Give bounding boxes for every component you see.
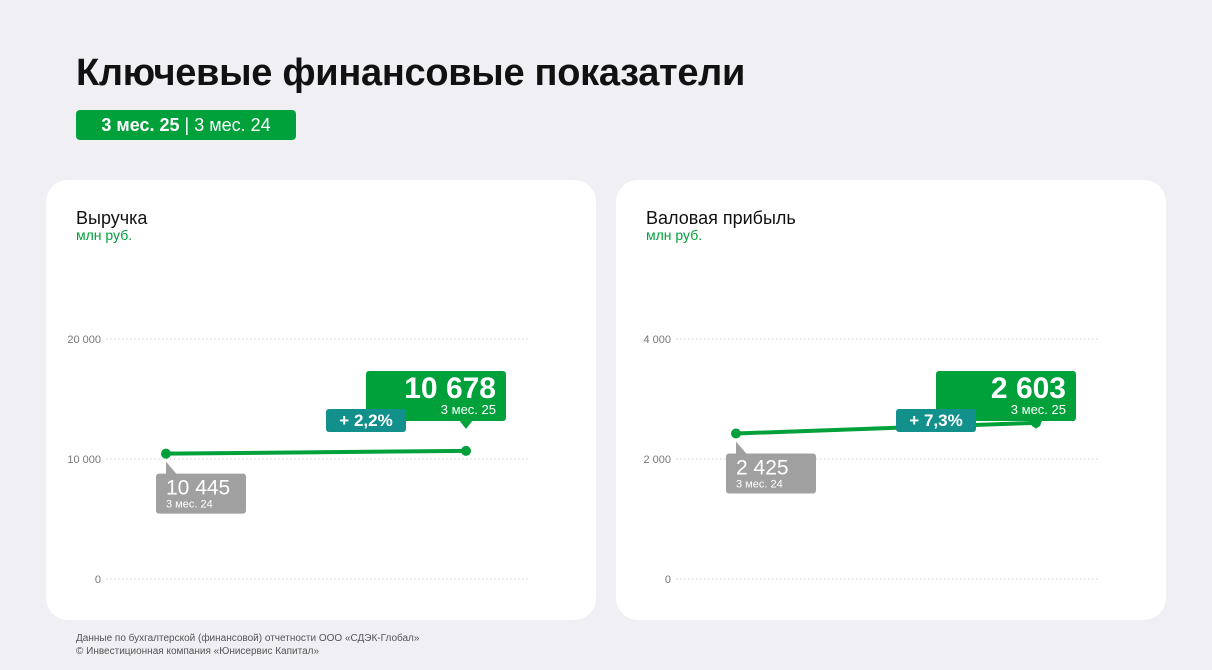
series-line — [164, 448, 468, 456]
revenue-chart-title: Выручка — [76, 208, 148, 228]
current-period-label: 3 мес. 25 — [1011, 402, 1066, 417]
y-tick-label: 20 000 — [67, 334, 101, 346]
gross-profit-card: Валовая прибыль млн руб. 0 2 000 4 000 2 42… — [616, 180, 1166, 620]
previous-value-label: 10 445 — [166, 477, 230, 500]
gross-profit-chart-title: Валовая прибыль — [646, 208, 796, 228]
footer-copyright: © Инвестиционная компания «Юнисервис Кап… — [76, 646, 320, 657]
previous-callout-pointer — [736, 441, 748, 456]
period-badge: 3 мес. 25 | 3 мес. 24 — [76, 110, 296, 140]
change-label: + 7,3% — [909, 411, 962, 430]
previous-callout-pointer — [166, 461, 178, 476]
footer: Данные по бухгалтерской (финансовой) отч… — [76, 632, 419, 658]
y-tick-label: 0 — [665, 574, 671, 586]
period-current: 3 мес. 25 — [101, 115, 180, 135]
previous-callout — [156, 473, 246, 514]
current-callout — [936, 371, 1076, 421]
current-callout-pointer — [459, 420, 473, 429]
change-badge — [896, 409, 976, 432]
change-badge — [326, 409, 406, 432]
y-tick-label: 2 000 — [643, 454, 671, 466]
y-tick-label: 0 — [95, 574, 101, 586]
revenue-card: Выручка млн руб. 0 10 000 20 000 10 445 3 ме… — [46, 180, 596, 620]
data-point — [731, 428, 741, 439]
y-tick-label: 10 000 — [67, 454, 101, 466]
current-callout — [366, 371, 506, 421]
gross-profit-chart-unit: млн руб. — [646, 227, 703, 243]
series-line — [734, 420, 1038, 436]
previous-period-label: 3 мес. 24 — [736, 479, 783, 491]
current-period-label: 3 мес. 25 — [441, 402, 496, 417]
change-label: + 2,2% — [339, 411, 392, 430]
footer-source: Данные по бухгалтерской (финансовой) отч… — [76, 633, 420, 644]
data-point — [1031, 417, 1041, 428]
previous-period-label: 3 мес. 24 — [166, 499, 213, 511]
data-point — [161, 448, 171, 459]
previous-callout — [726, 453, 816, 494]
previous-value-label: 2 425 — [736, 457, 789, 480]
period-separator: | — [179, 115, 195, 135]
period-previous: 3 мес. 24 — [194, 115, 271, 135]
revenue-chart-unit: млн руб. — [76, 227, 133, 243]
data-point — [461, 445, 471, 456]
y-tick-label: 4 000 — [643, 334, 671, 346]
current-value-label: 10 678 — [404, 372, 496, 405]
page-title: Ключевые финансовые показатели — [76, 52, 746, 94]
current-value-label: 2 603 — [991, 372, 1066, 405]
